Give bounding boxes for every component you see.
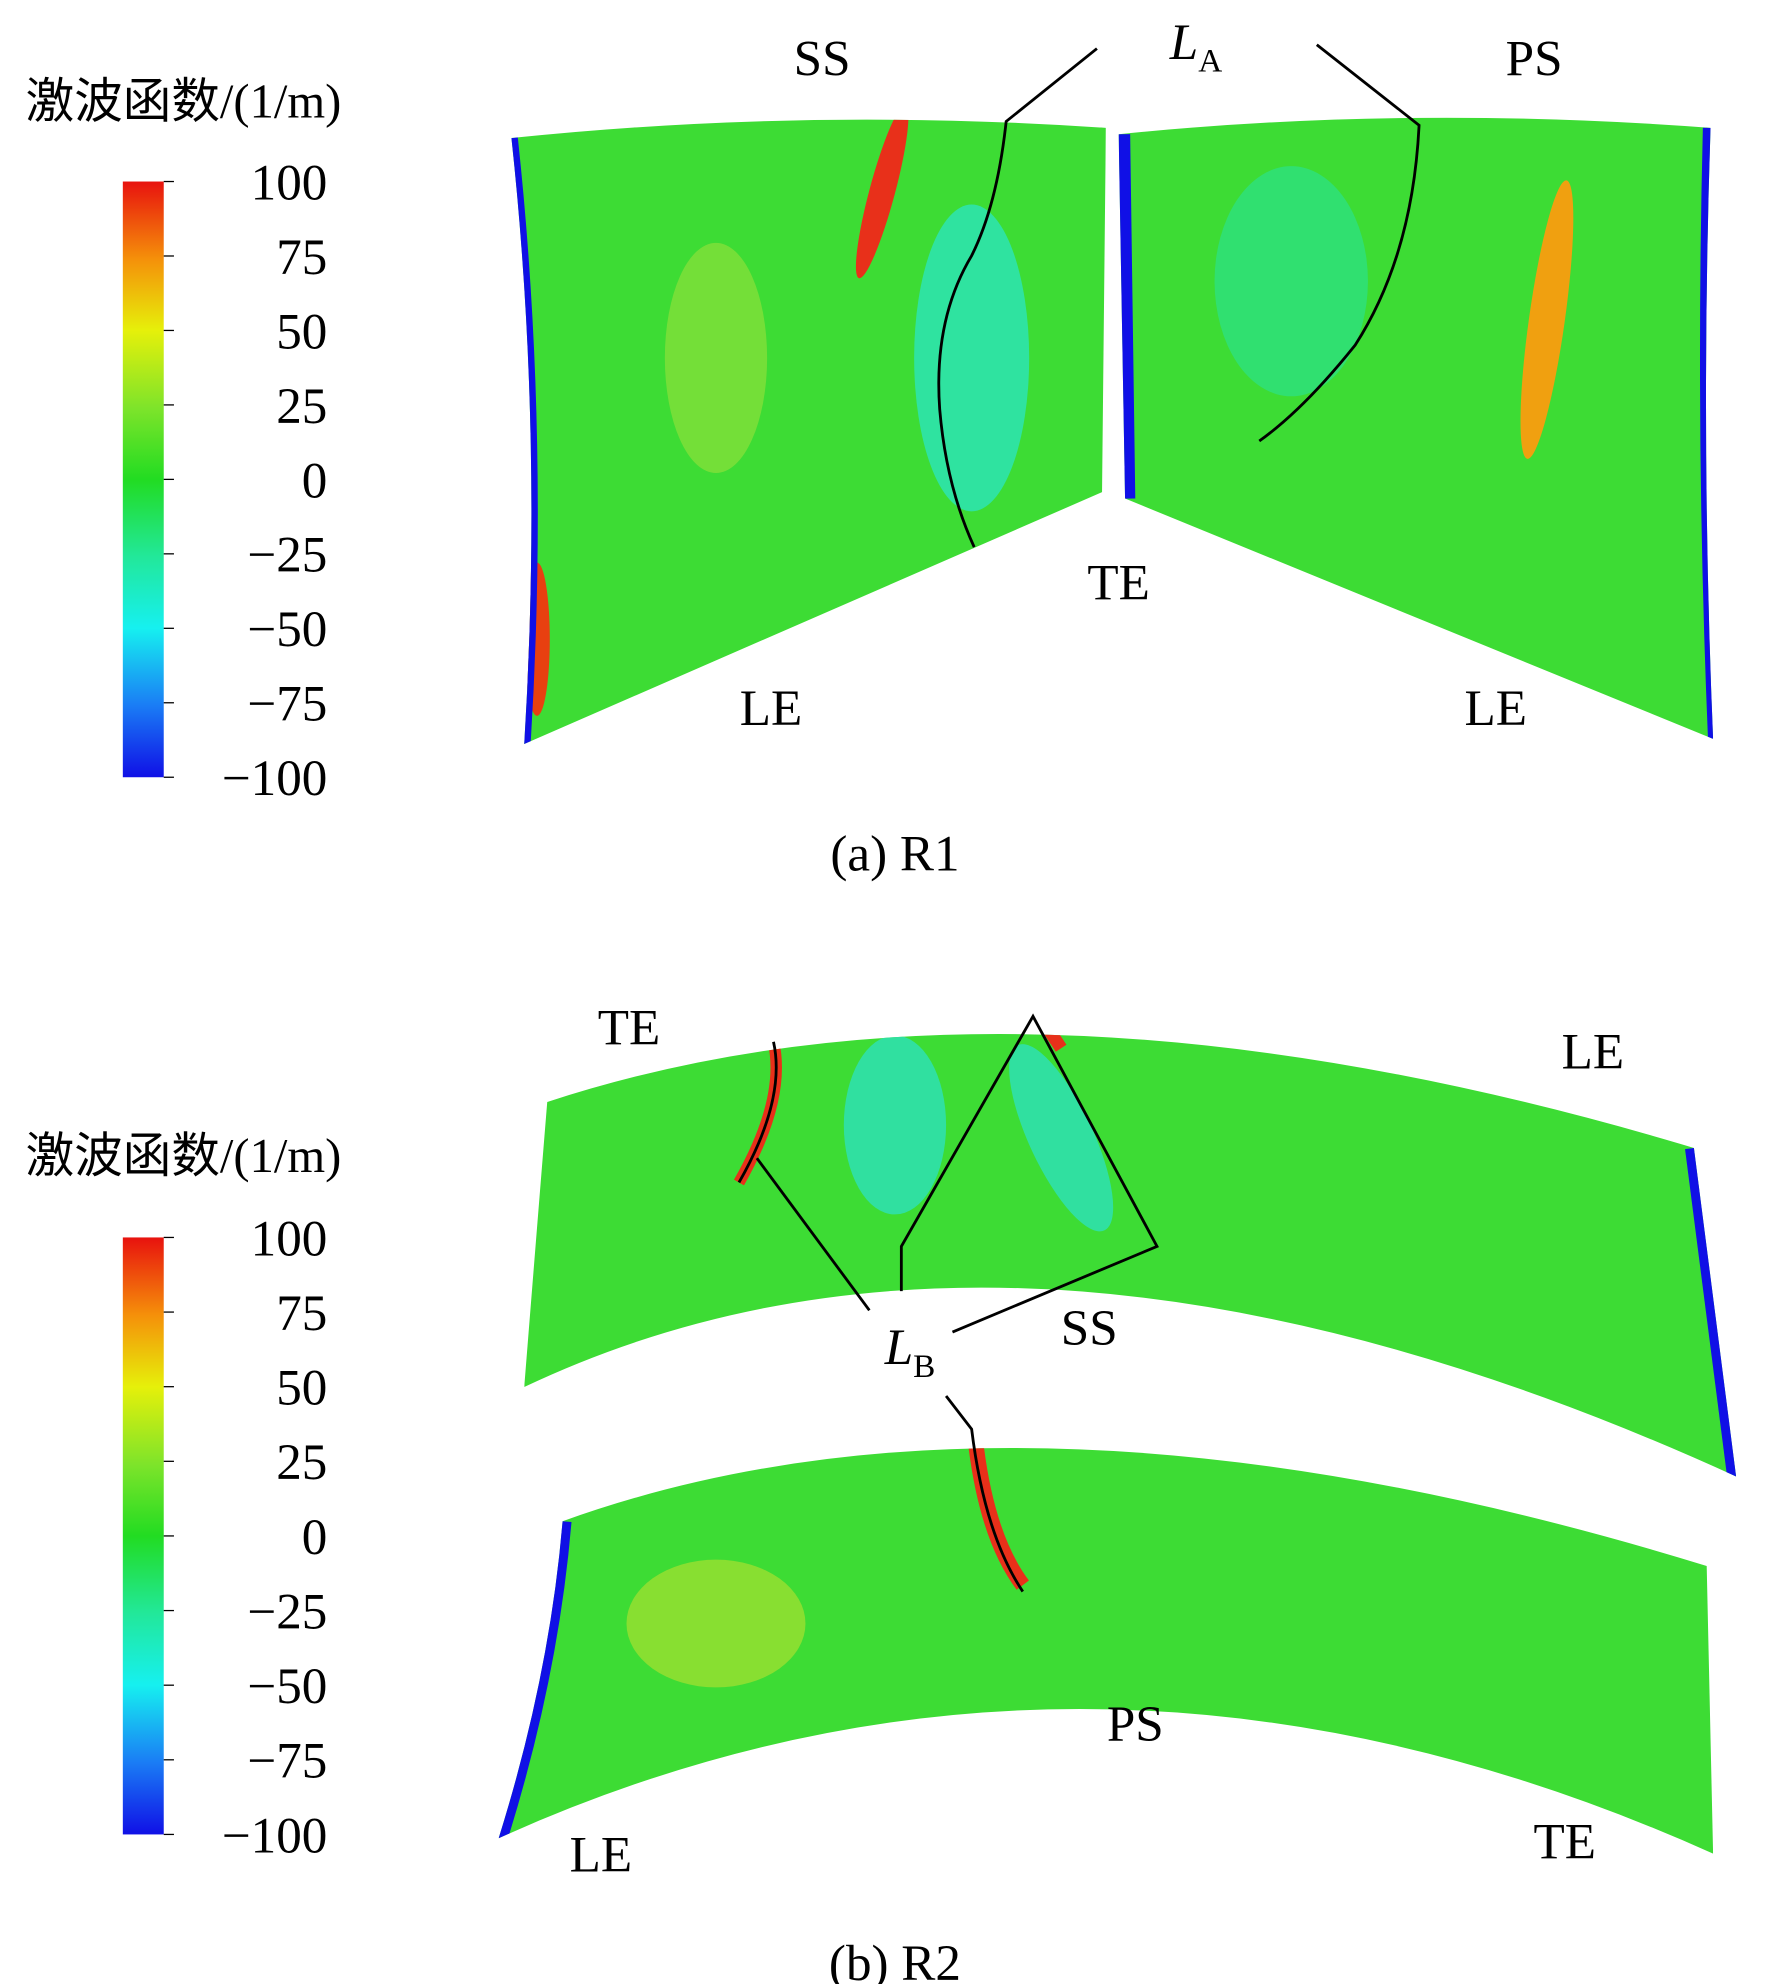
region-label: LE: [1562, 1024, 1624, 1081]
blade-r2-ps: [498, 1448, 1714, 1854]
colorbar-tick-label: 0: [302, 1509, 328, 1566]
line-label-sub: A: [1198, 43, 1222, 80]
colorbar-tick-label: 25: [276, 1434, 327, 1491]
colorbar-tick-label: −100: [222, 1807, 328, 1864]
colorbar-tick-label: 100: [251, 154, 328, 211]
region-label: TE: [598, 999, 660, 1056]
line-label: LB: [884, 1319, 936, 1385]
region-label: PS: [1107, 1696, 1164, 1753]
pointer-lines: [737, 43, 1421, 1593]
colorbar-tick-label: −75: [247, 676, 327, 733]
colorbar-tick-label: 0: [302, 452, 328, 509]
region-label: PS: [1506, 30, 1563, 87]
colorbar-tick-label: −100: [222, 750, 328, 807]
colorbar-tick-label: 100: [251, 1210, 328, 1267]
region-label: SS: [1061, 1300, 1118, 1357]
line-label-main: L: [884, 1319, 913, 1376]
line-label: LA: [1169, 14, 1222, 80]
colorbar: [122, 1237, 164, 1835]
colorbar-tick-label: 75: [276, 229, 327, 286]
caption: (b) R2: [829, 1935, 961, 1984]
region-label: LE: [740, 680, 802, 737]
caption: (a) R1: [830, 826, 959, 883]
region-label: LE: [1465, 680, 1527, 737]
colorbar-title: 激波函数/(1/m): [26, 75, 342, 129]
colorbar-tick-label: −75: [247, 1733, 327, 1790]
colorbar: [122, 181, 164, 778]
colorbar-tick-label: −25: [247, 1583, 327, 1640]
line-label-main: L: [1169, 14, 1198, 71]
region-label: TE: [1087, 555, 1149, 612]
region-label: LE: [570, 1827, 632, 1884]
colorbar-tick-label: 75: [276, 1285, 327, 1342]
region-label: SS: [794, 30, 851, 87]
colorbar-tick-label: −50: [247, 601, 327, 658]
colorbar-tick-label: 50: [276, 303, 327, 360]
colorbar-tick-label: −25: [247, 527, 327, 584]
line-label-sub: B: [913, 1348, 935, 1385]
blade-r1-ps: [1118, 117, 1714, 739]
blade-r1-ss: [511, 119, 1106, 744]
colorbar-title: 激波函数/(1/m): [26, 1129, 342, 1183]
colorbar-tick-label: 25: [276, 378, 327, 435]
colorbar-tick-label: −50: [247, 1658, 327, 1715]
region-label: TE: [1534, 1814, 1596, 1871]
colorbar-tick-label: 50: [276, 1360, 327, 1417]
